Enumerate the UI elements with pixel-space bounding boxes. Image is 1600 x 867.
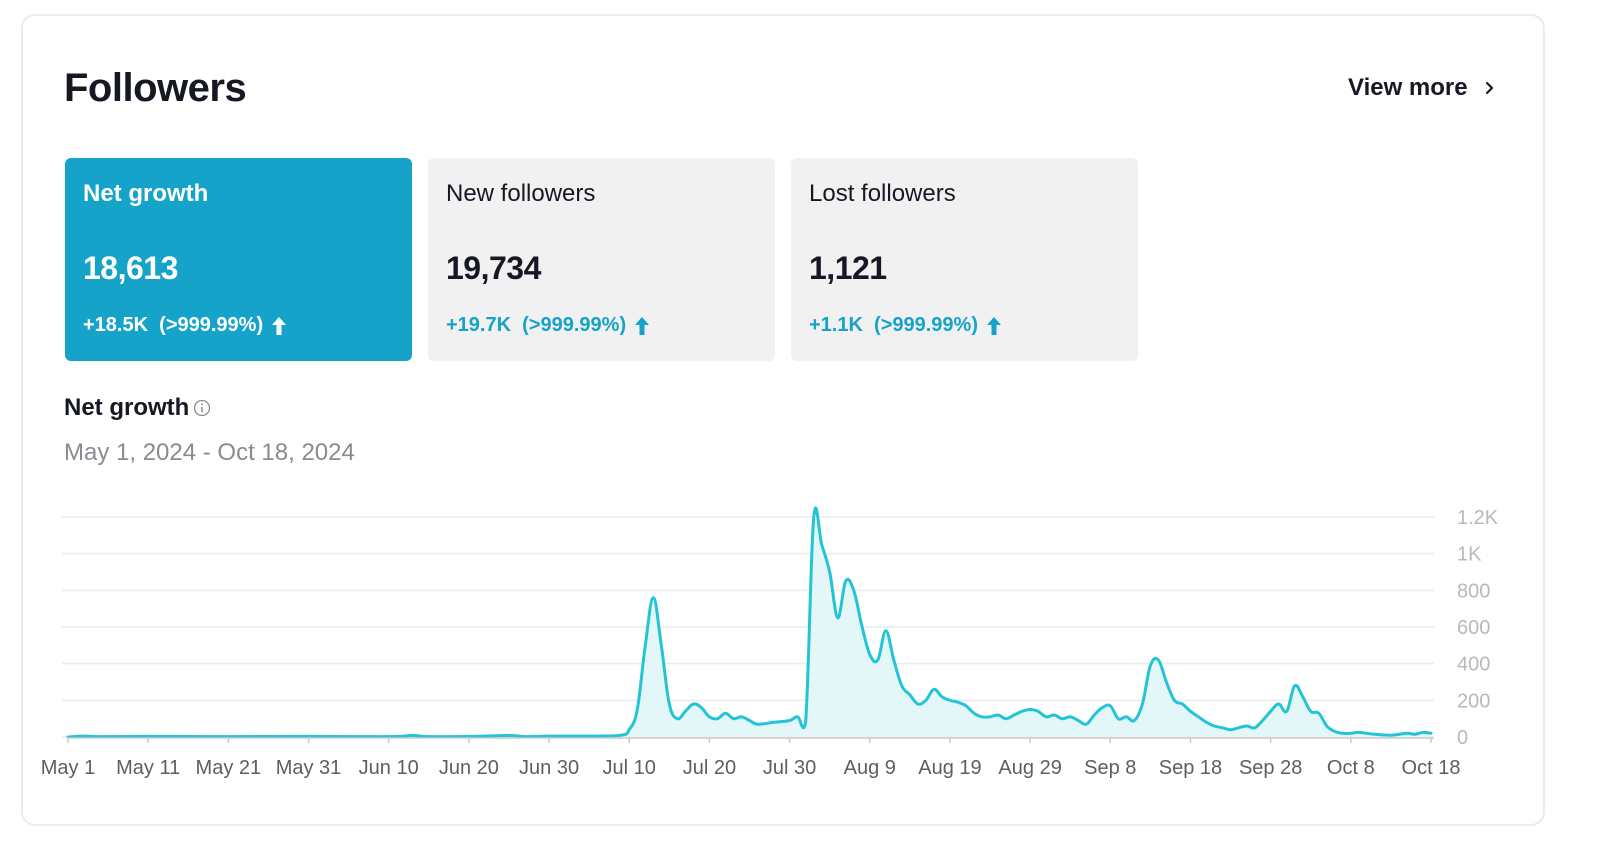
x-tick-label: Aug 29 bbox=[998, 757, 1061, 779]
date-range: May 1, 2024 - Oct 18, 2024 bbox=[64, 439, 355, 466]
y-tick-label: 200 bbox=[1457, 690, 1490, 712]
chart-title-text: Net growth bbox=[64, 394, 190, 421]
followers-card bbox=[21, 14, 1545, 826]
x-tick-label: Jun 20 bbox=[439, 757, 499, 779]
metric-change: +19.7K (>999.99%) bbox=[446, 314, 650, 337]
x-tick-label: May 1 bbox=[41, 757, 95, 779]
page-title: Followers bbox=[64, 66, 247, 110]
x-tick-label: Jul 10 bbox=[603, 757, 656, 779]
y-tick-label: 600 bbox=[1457, 617, 1490, 639]
metric-label: Net growth bbox=[83, 180, 209, 207]
x-tick-label: May 21 bbox=[196, 757, 262, 779]
info-icon[interactable] bbox=[193, 399, 211, 417]
x-tick-label: May 11 bbox=[116, 757, 180, 779]
y-tick-label: 400 bbox=[1457, 654, 1490, 676]
x-tick-label: Sep 28 bbox=[1239, 757, 1302, 779]
chevron-right-icon bbox=[1485, 81, 1493, 95]
x-tick-label: Jul 30 bbox=[763, 757, 816, 779]
x-tick-label: Sep 8 bbox=[1084, 757, 1136, 779]
arrow-up-icon bbox=[272, 316, 287, 335]
metric-card-lost-followers[interactable]: Lost followers 1,121 +1.1K (>999.99%) bbox=[791, 158, 1138, 361]
view-more-label: View more bbox=[1348, 74, 1468, 101]
metric-card-new-followers[interactable]: New followers 19,734 +19.7K (>999.99%) bbox=[428, 158, 775, 361]
metric-value: 18,613 bbox=[83, 250, 178, 286]
metric-value: 1,121 bbox=[809, 250, 887, 286]
x-tick-label: Jun 30 bbox=[519, 757, 579, 779]
x-tick-label: Jul 20 bbox=[683, 757, 736, 779]
chart-title: Net growth bbox=[64, 394, 211, 422]
series-line bbox=[66, 506, 1433, 739]
metric-change: +1.1K (>999.99%) bbox=[809, 314, 1002, 337]
x-tick-label: Oct 18 bbox=[1402, 757, 1461, 779]
x-tick-label: Aug 9 bbox=[844, 757, 896, 779]
y-tick-label: 800 bbox=[1457, 580, 1490, 602]
y-tick-label: 1.2K bbox=[1457, 507, 1499, 529]
x-tick-label: Oct 8 bbox=[1327, 757, 1375, 779]
arrow-up-icon bbox=[635, 316, 650, 335]
metric-value: 19,734 bbox=[446, 250, 541, 286]
arrow-up-icon bbox=[987, 316, 1001, 335]
metric-label: Lost followers bbox=[809, 180, 956, 207]
metric-change-text: +18.5K (>999.99%) bbox=[83, 314, 264, 336]
metric-change: +18.5K (>999.99%) bbox=[83, 314, 287, 337]
net-growth-chart[interactable]: 0 200 400 600 800 1K 1.2K May 1 May 11 May 21 May… bbox=[0, 490, 1600, 790]
x-tick-label: Aug 19 bbox=[918, 757, 981, 779]
metric-card-net-growth[interactable]: Net growth 18,613 +18.5K (>999.99%) bbox=[65, 158, 412, 361]
y-tick-label: 0 bbox=[1457, 727, 1468, 749]
x-tick-label: Sep 18 bbox=[1159, 757, 1222, 779]
view-more-link[interactable]: View more bbox=[1348, 74, 1498, 102]
metric-change-text: +1.1K (>999.99%) bbox=[809, 314, 978, 336]
x-tick-label: May 31 bbox=[276, 757, 342, 779]
metric-change-text: +19.7K (>999.99%) bbox=[446, 314, 627, 336]
x-tick-label: Jun 10 bbox=[359, 757, 419, 779]
y-tick-label: 1K bbox=[1457, 544, 1482, 566]
series-area bbox=[68, 507, 1431, 737]
metric-label: New followers bbox=[446, 180, 596, 207]
